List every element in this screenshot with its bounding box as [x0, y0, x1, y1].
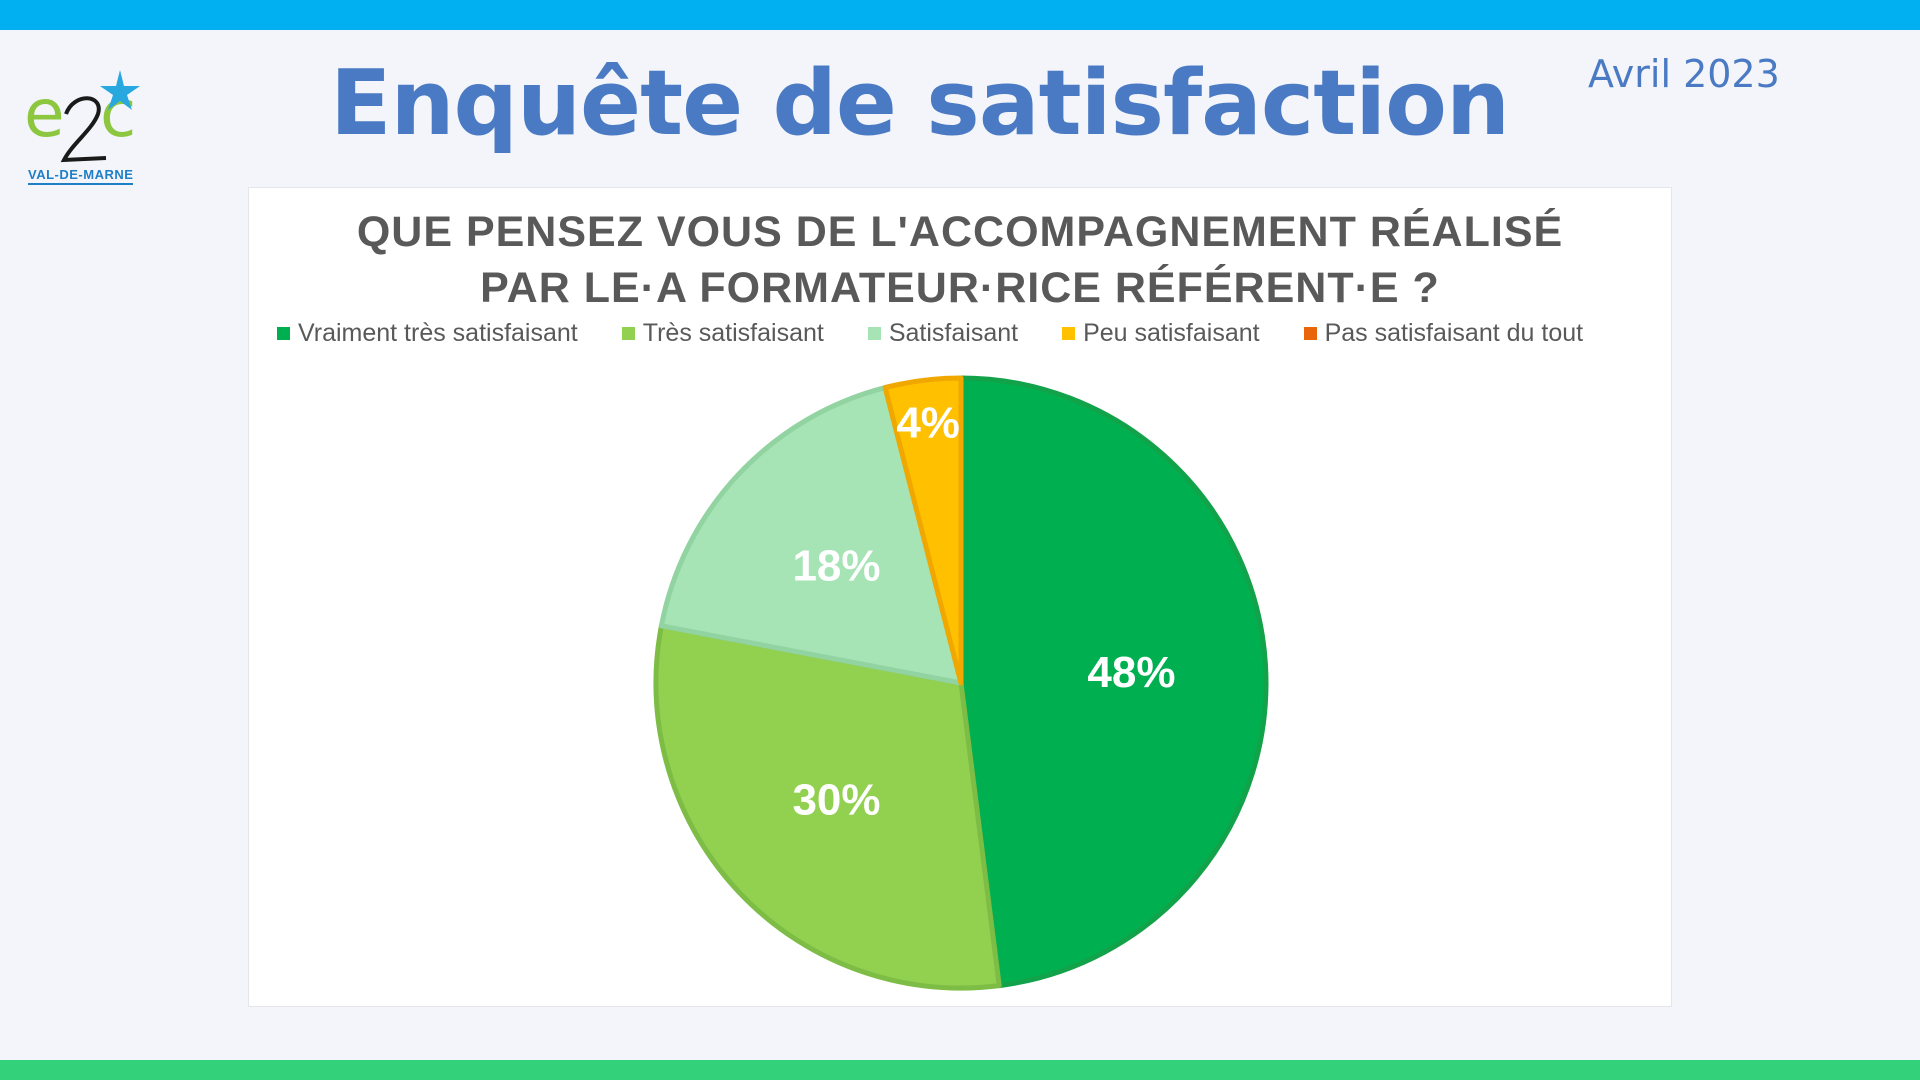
- legend-swatch: [1062, 327, 1076, 340]
- chart-title-line-1: QUE PENSEZ VOUS DE L'ACCOMPAGNEMENT RÉAL…: [356, 208, 1564, 256]
- legend-label: Peu satisfaisant: [1083, 319, 1260, 347]
- legend-item: Peu satisfaisant: [1062, 319, 1260, 348]
- pie-slice: [653, 623, 1002, 991]
- slice-value-label: 48%: [1087, 648, 1175, 697]
- chart-legend: Vraiment très satisfaisant Très satisfais…: [277, 319, 1583, 348]
- legend-item: Pas satisfaisant du tout: [1303, 319, 1584, 348]
- pie-slice: [882, 375, 964, 686]
- legend-label: Vraiment très satisfaisant: [298, 319, 578, 347]
- legend-swatch: [621, 327, 635, 340]
- legend-swatch: [277, 327, 290, 340]
- top-accent-bar: [0, 0, 1920, 30]
- legend-swatch: [867, 327, 881, 340]
- bottom-accent-bar: [0, 1060, 1920, 1080]
- svg-text:e: e: [24, 75, 65, 152]
- pie-chart-panel: QUE PENSEZ VOUS DE L'ACCOMPAGNEMENT RÉAL…: [248, 187, 1672, 1007]
- legend-label: Satisfaisant: [888, 319, 1019, 347]
- legend-swatch: [1303, 327, 1317, 340]
- e2c-logo: e c: [22, 64, 146, 186]
- slice-value-label: 18%: [792, 542, 880, 591]
- pie-slice: [958, 375, 1269, 989]
- chart-title: QUE PENSEZ VOUS DE L'ACCOMPAGNEMENT RÉAL…: [249, 204, 1671, 316]
- pie-chart: 48% 30% 18% 4%: [653, 375, 1269, 991]
- slice-value-label: 30%: [792, 775, 880, 824]
- legend-item: Vraiment très satisfaisant: [277, 319, 578, 348]
- survey-date: Avril 2023: [1588, 52, 1780, 96]
- slice-value-label: 4%: [896, 398, 960, 447]
- legend-label: Très satisfaisant: [642, 319, 824, 347]
- logo-caption: VAL-DE-MARNE: [28, 167, 134, 185]
- legend-item: Très satisfaisant: [621, 319, 824, 348]
- chart-title-line-2: PAR LE·A FORMATEUR·RICE RÉFÉRENT·E ?: [480, 264, 1440, 312]
- pie-slice: [658, 385, 964, 686]
- legend-item: Satisfaisant: [867, 319, 1019, 348]
- page-title: Enquête de satisfaction: [330, 51, 1510, 156]
- e2c-logo-icon: e c: [24, 70, 140, 163]
- legend-label: Pas satisfaisant du tout: [1324, 319, 1584, 347]
